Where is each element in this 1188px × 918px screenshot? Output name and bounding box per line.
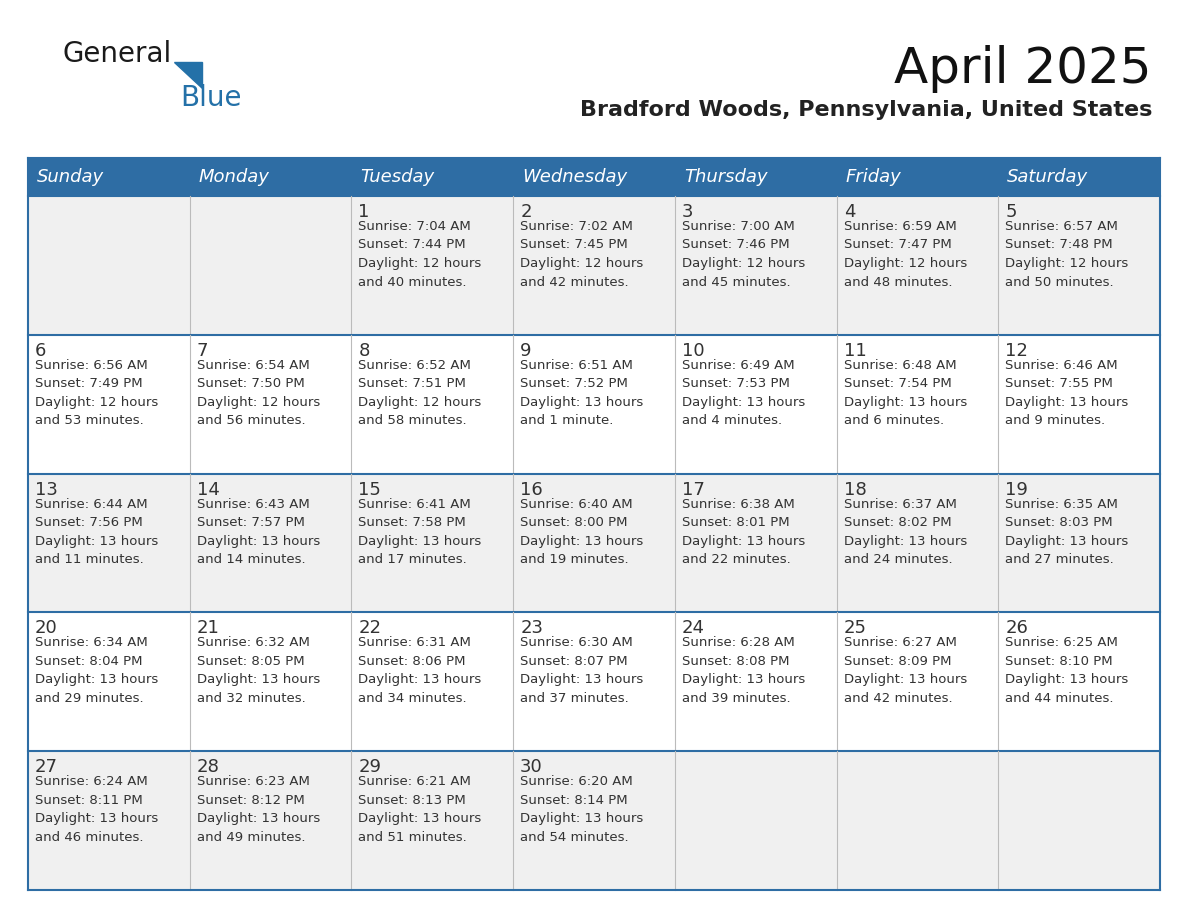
Text: Sunrise: 7:00 AM
Sunset: 7:46 PM
Daylight: 12 hours
and 45 minutes.: Sunrise: 7:00 AM Sunset: 7:46 PM Dayligh…: [682, 220, 805, 288]
Text: 11: 11: [843, 341, 866, 360]
Text: 10: 10: [682, 341, 704, 360]
Text: 14: 14: [197, 481, 220, 498]
Text: Sunrise: 6:37 AM
Sunset: 8:02 PM
Daylight: 13 hours
and 24 minutes.: Sunrise: 6:37 AM Sunset: 8:02 PM Dayligh…: [843, 498, 967, 566]
Text: 27: 27: [34, 758, 58, 777]
Text: April 2025: April 2025: [895, 45, 1152, 93]
Text: Sunrise: 7:04 AM
Sunset: 7:44 PM
Daylight: 12 hours
and 40 minutes.: Sunrise: 7:04 AM Sunset: 7:44 PM Dayligh…: [359, 220, 481, 288]
Bar: [29, 474, 1159, 612]
Text: Sunrise: 7:02 AM
Sunset: 7:45 PM
Daylight: 12 hours
and 42 minutes.: Sunrise: 7:02 AM Sunset: 7:45 PM Dayligh…: [520, 220, 644, 288]
Text: Sunrise: 6:56 AM
Sunset: 7:49 PM
Daylight: 12 hours
and 53 minutes.: Sunrise: 6:56 AM Sunset: 7:49 PM Dayligh…: [34, 359, 158, 427]
Bar: [29, 196, 1159, 335]
Text: 25: 25: [843, 620, 866, 637]
Text: Sunrise: 6:21 AM
Sunset: 8:13 PM
Daylight: 13 hours
and 51 minutes.: Sunrise: 6:21 AM Sunset: 8:13 PM Dayligh…: [359, 775, 481, 844]
Text: Sunrise: 6:46 AM
Sunset: 7:55 PM
Daylight: 13 hours
and 9 minutes.: Sunrise: 6:46 AM Sunset: 7:55 PM Dayligh…: [1005, 359, 1129, 427]
Text: Sunrise: 6:57 AM
Sunset: 7:48 PM
Daylight: 12 hours
and 50 minutes.: Sunrise: 6:57 AM Sunset: 7:48 PM Dayligh…: [1005, 220, 1129, 288]
Text: 23: 23: [520, 620, 543, 637]
Text: 28: 28: [197, 758, 220, 777]
Text: Sunrise: 6:38 AM
Sunset: 8:01 PM
Daylight: 13 hours
and 22 minutes.: Sunrise: 6:38 AM Sunset: 8:01 PM Dayligh…: [682, 498, 805, 566]
Text: Sunrise: 6:31 AM
Sunset: 8:06 PM
Daylight: 13 hours
and 34 minutes.: Sunrise: 6:31 AM Sunset: 8:06 PM Dayligh…: [359, 636, 481, 705]
Text: Sunrise: 6:48 AM
Sunset: 7:54 PM
Daylight: 13 hours
and 6 minutes.: Sunrise: 6:48 AM Sunset: 7:54 PM Dayligh…: [843, 359, 967, 427]
Text: Sunrise: 6:51 AM
Sunset: 7:52 PM
Daylight: 13 hours
and 1 minute.: Sunrise: 6:51 AM Sunset: 7:52 PM Dayligh…: [520, 359, 644, 427]
Bar: [29, 335, 1159, 474]
Text: 18: 18: [843, 481, 866, 498]
Text: Sunrise: 6:43 AM
Sunset: 7:57 PM
Daylight: 13 hours
and 14 minutes.: Sunrise: 6:43 AM Sunset: 7:57 PM Dayligh…: [197, 498, 320, 566]
Text: Tuesday: Tuesday: [360, 168, 435, 186]
Text: 26: 26: [1005, 620, 1028, 637]
Text: Blue: Blue: [181, 84, 241, 112]
Text: 24: 24: [682, 620, 704, 637]
Text: Sunrise: 6:41 AM
Sunset: 7:58 PM
Daylight: 13 hours
and 17 minutes.: Sunrise: 6:41 AM Sunset: 7:58 PM Dayligh…: [359, 498, 481, 566]
Text: 9: 9: [520, 341, 532, 360]
Text: Sunrise: 6:52 AM
Sunset: 7:51 PM
Daylight: 12 hours
and 58 minutes.: Sunrise: 6:52 AM Sunset: 7:51 PM Dayligh…: [359, 359, 481, 427]
Text: Sunrise: 6:32 AM
Sunset: 8:05 PM
Daylight: 13 hours
and 32 minutes.: Sunrise: 6:32 AM Sunset: 8:05 PM Dayligh…: [197, 636, 320, 705]
Text: 1: 1: [359, 203, 369, 221]
Text: Sunrise: 6:40 AM
Sunset: 8:00 PM
Daylight: 13 hours
and 19 minutes.: Sunrise: 6:40 AM Sunset: 8:00 PM Dayligh…: [520, 498, 644, 566]
Text: General: General: [62, 40, 171, 68]
Text: 2: 2: [520, 203, 532, 221]
Text: Friday: Friday: [846, 168, 902, 186]
Text: Bradford Woods, Pennsylvania, United States: Bradford Woods, Pennsylvania, United Sta…: [580, 100, 1152, 120]
Text: 4: 4: [843, 203, 855, 221]
Text: Sunday: Sunday: [37, 168, 105, 186]
Text: Sunrise: 6:25 AM
Sunset: 8:10 PM
Daylight: 13 hours
and 44 minutes.: Sunrise: 6:25 AM Sunset: 8:10 PM Dayligh…: [1005, 636, 1129, 705]
Text: Thursday: Thursday: [684, 168, 767, 186]
Text: 30: 30: [520, 758, 543, 777]
Text: 29: 29: [359, 758, 381, 777]
Text: Sunrise: 6:24 AM
Sunset: 8:11 PM
Daylight: 13 hours
and 46 minutes.: Sunrise: 6:24 AM Sunset: 8:11 PM Dayligh…: [34, 775, 158, 844]
Bar: [29, 751, 1159, 890]
Text: 13: 13: [34, 481, 58, 498]
Text: 16: 16: [520, 481, 543, 498]
Text: 21: 21: [197, 620, 220, 637]
Text: Sunrise: 6:30 AM
Sunset: 8:07 PM
Daylight: 13 hours
and 37 minutes.: Sunrise: 6:30 AM Sunset: 8:07 PM Dayligh…: [520, 636, 644, 705]
Text: Sunrise: 6:20 AM
Sunset: 8:14 PM
Daylight: 13 hours
and 54 minutes.: Sunrise: 6:20 AM Sunset: 8:14 PM Dayligh…: [520, 775, 644, 844]
Text: Sunrise: 6:23 AM
Sunset: 8:12 PM
Daylight: 13 hours
and 49 minutes.: Sunrise: 6:23 AM Sunset: 8:12 PM Dayligh…: [197, 775, 320, 844]
Text: 12: 12: [1005, 341, 1028, 360]
Text: Sunrise: 6:34 AM
Sunset: 8:04 PM
Daylight: 13 hours
and 29 minutes.: Sunrise: 6:34 AM Sunset: 8:04 PM Dayligh…: [34, 636, 158, 705]
Text: Monday: Monday: [198, 168, 270, 186]
Bar: [29, 158, 1159, 196]
Text: 7: 7: [197, 341, 208, 360]
Text: 15: 15: [359, 481, 381, 498]
Text: Sunrise: 6:59 AM
Sunset: 7:47 PM
Daylight: 12 hours
and 48 minutes.: Sunrise: 6:59 AM Sunset: 7:47 PM Dayligh…: [843, 220, 967, 288]
Text: Wednesday: Wednesday: [523, 168, 627, 186]
Text: 17: 17: [682, 481, 704, 498]
Text: Sunrise: 6:28 AM
Sunset: 8:08 PM
Daylight: 13 hours
and 39 minutes.: Sunrise: 6:28 AM Sunset: 8:08 PM Dayligh…: [682, 636, 805, 705]
Text: Sunrise: 6:54 AM
Sunset: 7:50 PM
Daylight: 12 hours
and 56 minutes.: Sunrise: 6:54 AM Sunset: 7:50 PM Dayligh…: [197, 359, 320, 427]
Text: Sunrise: 6:35 AM
Sunset: 8:03 PM
Daylight: 13 hours
and 27 minutes.: Sunrise: 6:35 AM Sunset: 8:03 PM Dayligh…: [1005, 498, 1129, 566]
Text: Sunrise: 6:27 AM
Sunset: 8:09 PM
Daylight: 13 hours
and 42 minutes.: Sunrise: 6:27 AM Sunset: 8:09 PM Dayligh…: [843, 636, 967, 705]
Text: Sunrise: 6:44 AM
Sunset: 7:56 PM
Daylight: 13 hours
and 11 minutes.: Sunrise: 6:44 AM Sunset: 7:56 PM Dayligh…: [34, 498, 158, 566]
Text: 8: 8: [359, 341, 369, 360]
Bar: [29, 612, 1159, 751]
Text: 20: 20: [34, 620, 58, 637]
Polygon shape: [173, 62, 202, 88]
Text: Sunrise: 6:49 AM
Sunset: 7:53 PM
Daylight: 13 hours
and 4 minutes.: Sunrise: 6:49 AM Sunset: 7:53 PM Dayligh…: [682, 359, 805, 427]
Text: 3: 3: [682, 203, 694, 221]
Text: 22: 22: [359, 620, 381, 637]
Text: 19: 19: [1005, 481, 1028, 498]
Text: 6: 6: [34, 341, 46, 360]
Text: Saturday: Saturday: [1007, 168, 1088, 186]
Text: 5: 5: [1005, 203, 1017, 221]
